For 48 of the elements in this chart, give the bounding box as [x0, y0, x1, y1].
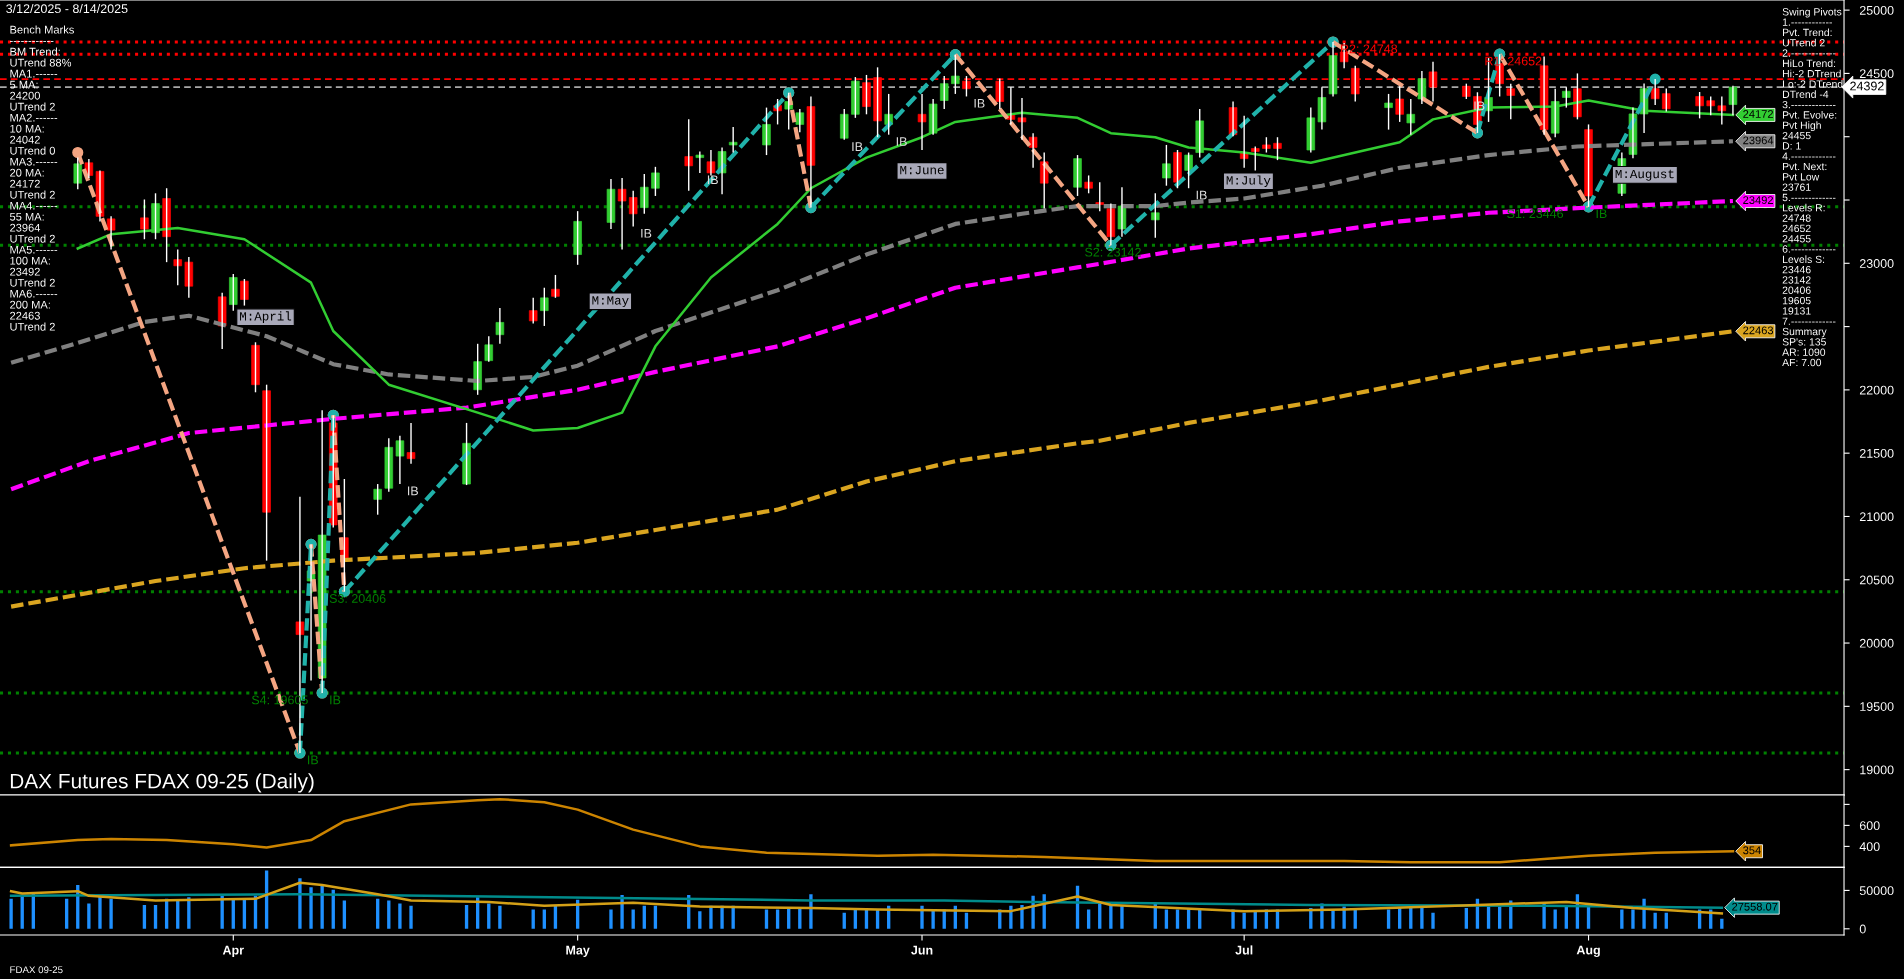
x-tick-label: Jul — [1235, 945, 1253, 955]
y-tick-label: 24500 — [1859, 69, 1894, 79]
annotation: M:April — [240, 311, 292, 324]
annotation: S2: 23142 — [1085, 247, 1141, 257]
annotation: M:June — [900, 165, 944, 175]
text: FDAX 09-25 — [10, 966, 63, 974]
annotation: IB — [308, 755, 319, 765]
annotation: 3/12/2025 - 8/14/2025 — [6, 3, 128, 14]
data-label: 23492 — [1743, 196, 1773, 204]
annotation: IB — [330, 695, 341, 705]
annotation: IB — [1596, 209, 1607, 218]
y-tick-label: 400 — [1859, 842, 1880, 852]
y-tick-label: 21500 — [1859, 448, 1894, 458]
x-tick-label: Jun — [911, 945, 933, 955]
y-tick-label: 19500 — [1860, 702, 1894, 711]
y-tick-label: 600 — [1859, 821, 1880, 831]
annotation: M:August — [1615, 169, 1674, 181]
annotation: IB — [707, 175, 718, 185]
y-tick-label: 0 — [1859, 924, 1866, 934]
annotation: S3: 20406 — [329, 594, 386, 603]
data-label: 27558.07 — [1732, 902, 1778, 911]
annotation: M:July — [1226, 175, 1271, 188]
x-tick-label: May — [566, 945, 590, 958]
annotation: IB — [974, 99, 985, 108]
y-tick-label: 50000 — [1859, 886, 1894, 896]
y-tick-label: 23000 — [1859, 259, 1894, 268]
y-tick-label: 19000 — [1860, 765, 1894, 775]
annotation: IB — [896, 137, 907, 146]
y-tick-label: 22000 — [1859, 385, 1894, 395]
x-tick-label: Apr — [222, 945, 244, 958]
text: DAX Futures FDAX 09-25 (Daily) — [10, 773, 314, 793]
x-tick-label: Aug — [1576, 945, 1600, 958]
annotation: IB — [641, 229, 652, 238]
annotation: IB — [852, 142, 863, 151]
y-tick-label: 20500 — [1859, 575, 1894, 585]
text: Swing Pivots 1.------------ Pvt. Trend: UTrend 2 2.------------- HiLo Trend: Hi:-2 DTrend Lo:-2 DTrend DTrend -4 3.------------- Pvt. Evolve: Pvt High 24455 D: 1 4.------------- Pvt. Next: Pvt Low 23761 5.------------- Levels R: 24748 24652 24455 6.------------- Levels S: 23446 23142 20406 19605 19131 7.------------- Summary SP's: 135 AR: 1090 AF: 7.00 — [1782, 7, 1843, 367]
data-label: 354 — [1743, 846, 1761, 855]
data-label: 24172 — [1743, 110, 1773, 118]
data-label: 23964 — [1743, 136, 1774, 145]
y-tick-label: 21000 — [1859, 512, 1894, 522]
data-label: 22463 — [1743, 326, 1774, 335]
annotation: IB — [1196, 190, 1207, 200]
y-tick-label: 20000 — [1859, 638, 1894, 648]
annotation: IB — [408, 486, 418, 496]
text: Bench Marks ------------ BM Trend: UTrend 88% MA1.------ 5 MA: 24200 UTrend 2 MA2.------ 10 MA: 24042 UTrend 0 MA3.------ 20 MA: 24172 UTrend 2 MA4.------ 55 MA: 23964 UTrend 2 MA5.------ 100 MA: 23492 UTrend 2 MA6.------ 200 MA: 22463 UTrend 2 — [9, 25, 74, 331]
y-tick-label: 25000 — [1859, 5, 1894, 15]
ref-line-label: 24392 — [1850, 81, 1884, 91]
annotation: M:May — [592, 296, 629, 308]
